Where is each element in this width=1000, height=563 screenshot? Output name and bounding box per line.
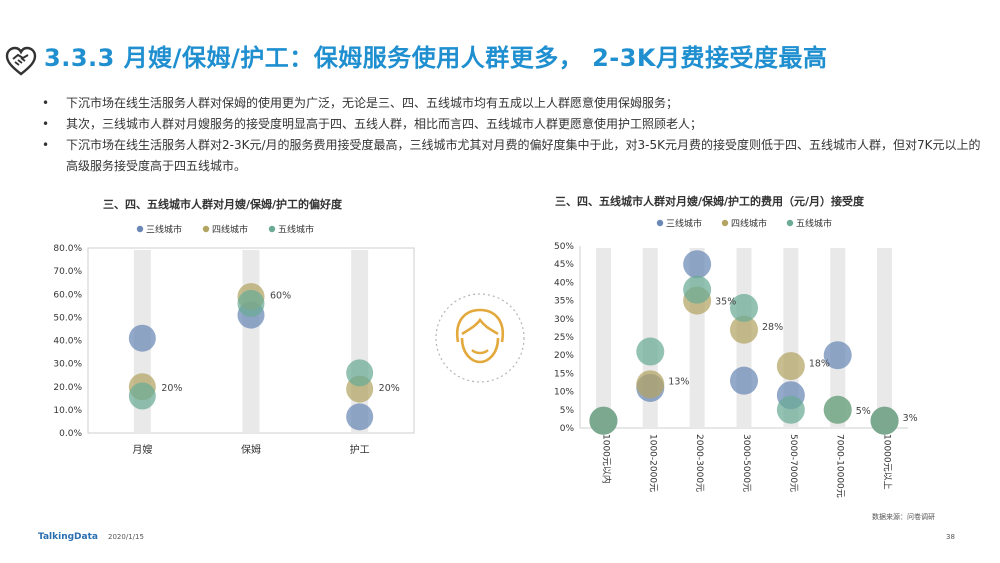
legend-marker	[721, 219, 729, 227]
legend-marker	[268, 225, 276, 233]
y-tick-label: 80.0%	[53, 244, 82, 254]
data-label: 35%	[715, 297, 736, 308]
y-tick-label: 0.0%	[59, 429, 82, 439]
data-point	[823, 341, 852, 370]
data-point	[870, 406, 899, 435]
handshake-heart-icon	[5, 46, 37, 76]
y-tick-label: 30%	[554, 315, 574, 325]
x-tick-label: 1000元以内	[600, 434, 612, 484]
legend-label: 四线城市	[731, 218, 767, 230]
data-label: 20%	[161, 383, 182, 394]
bullet-item: 下沉市场在线生活服务人群对保姆的使用更为广泛，无论是三、四、五线城市均有五成以上…	[38, 93, 988, 114]
legend-label: 五线城市	[796, 218, 832, 230]
data-point	[589, 406, 618, 435]
data-point	[636, 370, 665, 399]
x-tick-label: 2000-3000元	[694, 434, 704, 492]
y-tick-label: 10%	[554, 388, 574, 398]
legend-marker	[136, 225, 144, 233]
legend-label: 三线城市	[666, 218, 702, 230]
y-tick-label: 60.0%	[53, 290, 82, 300]
page-title: 3.3.3 月嫂/保姆/护工：保姆服务使用人群更多， 2-3K月费接受度最高	[44, 44, 828, 72]
y-tick-label: 15%	[554, 369, 574, 379]
y-tick-label: 70.0%	[53, 267, 82, 277]
category-band	[595, 248, 611, 428]
y-tick-label: 40%	[554, 278, 574, 288]
y-tick-label: 35%	[554, 297, 574, 307]
data-label: 60%	[270, 290, 291, 301]
data-point	[346, 403, 374, 431]
data-label: 28%	[762, 322, 783, 333]
data-label: 13%	[668, 377, 689, 388]
data-label: 18%	[809, 358, 830, 369]
right-chart: 三线城市 四线城市 五线城市 0% 5% 10% 15% 20% 25% 30% 35% 40% 45%…	[554, 218, 918, 498]
data-point	[346, 359, 374, 387]
category-band	[830, 248, 846, 428]
x-tick-label: 护工	[350, 443, 370, 456]
x-tick-label: 月嫂	[132, 444, 152, 456]
y-tick-label: 30.0%	[53, 360, 82, 370]
legend-label: 五线城市	[278, 224, 314, 236]
data-point	[636, 337, 665, 366]
y-tick-label: 20.0%	[53, 383, 82, 393]
data-source: 数据来源：问卷调研	[872, 513, 935, 521]
data-label: 3%	[903, 413, 918, 424]
x-tick-label: 5000-7000元	[788, 434, 798, 492]
category-band	[877, 248, 893, 428]
y-tick-label: 25%	[554, 333, 574, 343]
legend-marker	[202, 225, 210, 233]
brand-logo-text: TalkingData	[38, 532, 98, 542]
legend-marker	[656, 219, 664, 227]
y-tick-label: 0%	[560, 424, 575, 434]
y-tick-label: 5%	[560, 406, 575, 416]
y-tick-label: 50.0%	[53, 313, 82, 323]
category-band	[242, 250, 260, 433]
data-label: 20%	[379, 383, 400, 394]
data-point	[128, 324, 156, 352]
data-point	[730, 366, 758, 395]
x-tick-label: 7000-10000元	[835, 434, 845, 498]
data-point	[776, 395, 805, 424]
legend-label: 三线城市	[146, 224, 182, 236]
bullet-list: 下沉市场在线生活服务人群对保姆的使用更为广泛，无论是三、四、五线城市均有五成以上…	[38, 93, 988, 177]
data-point	[237, 290, 265, 317]
right-chart-title: 三、四、五线城市人群对月嫂/保姆/护工的费用（元/月）接受度	[555, 195, 865, 208]
data-point	[683, 250, 712, 279]
nanny-face-icon	[435, 293, 525, 383]
y-tick-label: 40.0%	[53, 337, 82, 347]
data-point	[683, 275, 712, 304]
y-tick-label: 50%	[554, 242, 574, 252]
legend-label: 四线城市	[212, 224, 248, 236]
x-tick-label: 10000元以上	[882, 434, 893, 490]
bullet-item: 下沉市场在线生活服务人群对2-3K元/月的服务费用接受度最高，三线城市尤其对月费…	[38, 135, 988, 177]
data-point	[823, 395, 852, 424]
x-tick-label: 保姆	[241, 443, 261, 456]
y-tick-label: 45%	[554, 260, 574, 270]
y-tick-label: 10.0%	[53, 406, 82, 416]
data-point	[776, 352, 805, 381]
page-number: 38	[946, 533, 955, 541]
data-label: 5%	[856, 406, 871, 417]
legend-marker	[786, 219, 794, 227]
x-tick-label: 1000-2000元	[647, 434, 657, 492]
data-point	[730, 315, 758, 344]
bullet-item: 其次，三线城市人群对月嫂服务的接受度明显高于四、五线人群，相比而言四、五线城市人…	[38, 114, 988, 135]
y-tick-label: 20%	[554, 351, 574, 361]
x-tick-label: 3000-5000元	[741, 434, 751, 492]
footer-date: 2020/1/15	[108, 533, 144, 541]
data-point	[730, 293, 758, 322]
left-chart-title: 三、四、五线城市人群对月嫂/保姆/护工的偏好度	[103, 198, 343, 211]
left-chart: 三线城市 四线城市 五线城市 0.0% 10.0% 20.0% 30.0% 40.0% 50.0…	[53, 224, 415, 456]
data-point	[128, 382, 156, 410]
